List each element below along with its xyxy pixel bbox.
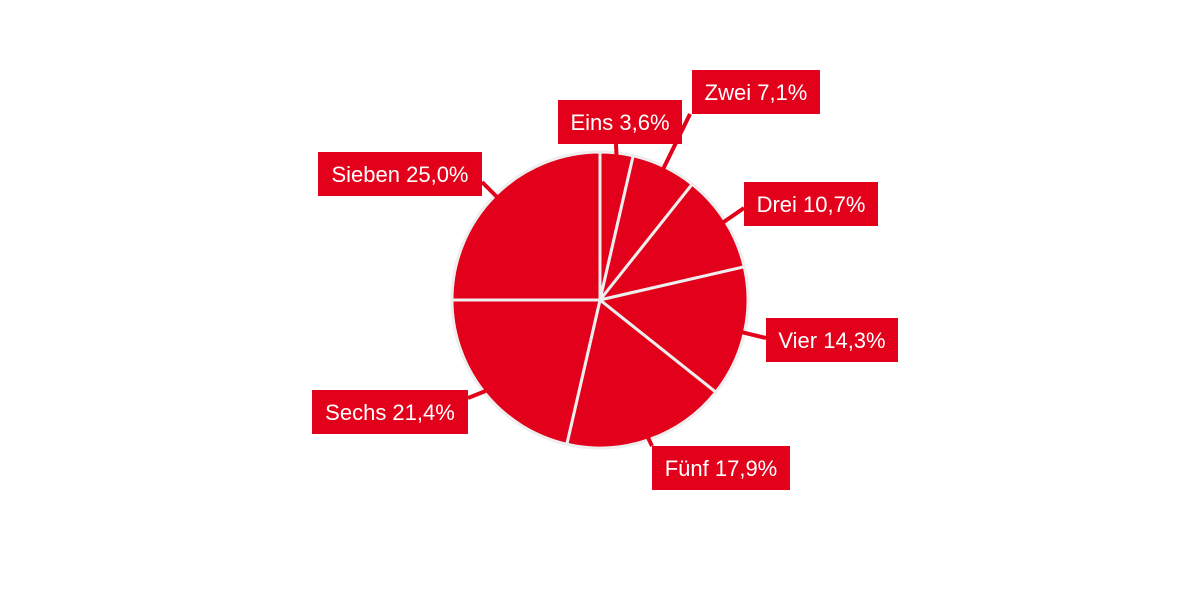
label-connector	[646, 436, 654, 447]
slice-label: Sieben 25,0%	[332, 162, 469, 187]
slice-label-box	[744, 182, 878, 226]
slice-label-box	[312, 390, 468, 434]
slice-label: Vier 14,3%	[778, 328, 885, 353]
slice-label: Sechs 21,4%	[325, 400, 455, 425]
slice-label: Fünf 17,9%	[665, 456, 778, 481]
label-connector	[661, 113, 692, 170]
slice-label: Drei 10,7%	[757, 192, 866, 217]
slice-label-box	[652, 446, 790, 490]
label-connector	[480, 180, 499, 199]
slice-label-box	[318, 152, 482, 196]
slice-label: Zwei 7,1%	[705, 80, 808, 105]
slice-label-box	[558, 100, 682, 144]
pie-labels: Eins 3,6% Zwei 7,1% Drei 10,7% Vier 14,3% Fü…	[312, 70, 898, 490]
label-connector	[467, 389, 487, 400]
slice-label: Eins 3,6%	[570, 110, 669, 135]
label-connector	[722, 206, 746, 224]
slice-label-box	[766, 318, 898, 362]
slice-label-box	[692, 70, 820, 114]
label-connector	[741, 330, 767, 340]
